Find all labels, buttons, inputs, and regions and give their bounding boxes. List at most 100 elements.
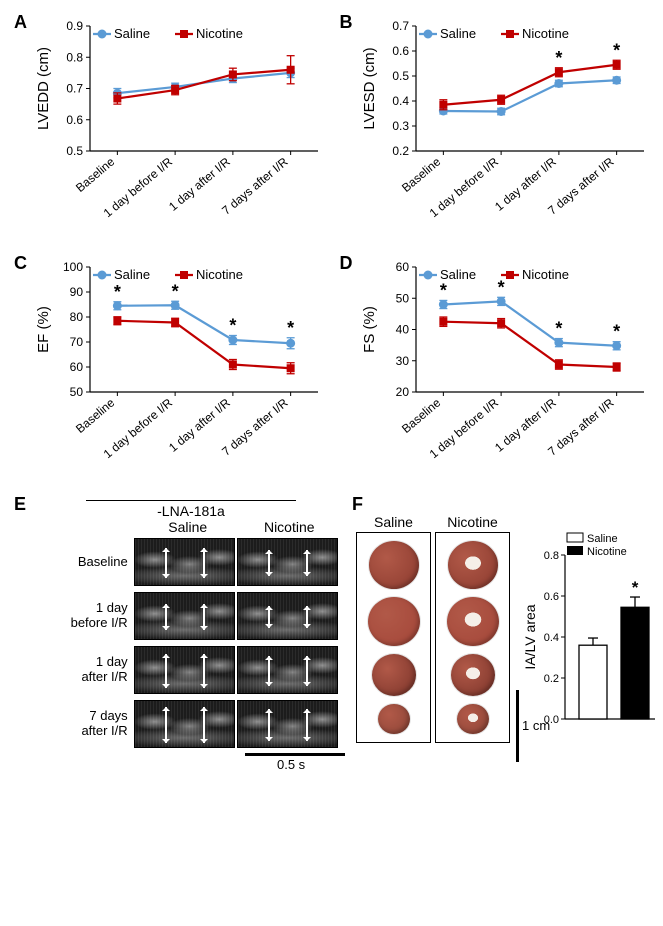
svg-text:0.7: 0.7: [392, 19, 409, 33]
svg-text:40: 40: [395, 323, 409, 337]
lna-header: -LNA-181a: [42, 500, 340, 519]
svg-text:0.5: 0.5: [392, 69, 409, 83]
arrow-icon: [203, 548, 205, 578]
svg-text:FS (%): FS (%): [361, 306, 378, 353]
svg-text:*: *: [287, 318, 294, 338]
panel-label-c: C: [14, 253, 27, 274]
svg-text:60: 60: [70, 360, 84, 374]
svg-text:Baseline: Baseline: [399, 395, 444, 436]
panel-label-f: F: [352, 494, 363, 515]
svg-text:0.2: 0.2: [392, 144, 409, 158]
echo-col-labels: Saline Nicotine: [137, 519, 340, 535]
svg-text:*: *: [613, 322, 620, 342]
panel-label-a: A: [14, 12, 27, 33]
chart-b: 0.20.30.40.50.60.7Baseline1 day before I…: [358, 16, 654, 241]
panel-b: B 0.20.30.40.50.60.7Baseline1 day before…: [336, 10, 654, 245]
arrow-icon: [268, 656, 270, 686]
svg-text:0.7: 0.7: [66, 82, 83, 96]
svg-text:0.3: 0.3: [392, 119, 409, 133]
svg-text:Nicotine: Nicotine: [587, 546, 627, 558]
svg-text:Baseline: Baseline: [399, 154, 444, 195]
echo-col-nicotine: Nicotine: [239, 519, 341, 535]
chart-c: 5060708090100Baseline1 day before I/R1 d…: [32, 257, 328, 482]
svg-text:*: *: [632, 578, 639, 597]
barchart-f: 0.00.20.40.60.8IA/LV areaSalineNicotine*: [523, 527, 661, 737]
arrow-icon: [165, 654, 167, 688]
echo-image: [237, 592, 338, 640]
svg-text:0.8: 0.8: [66, 50, 83, 64]
echo-row-label: 1 dayafter I/R: [42, 655, 134, 685]
chart-a: 0.50.60.70.80.9Baseline1 day before I/R1…: [32, 16, 328, 241]
panel-d: D 2030405060Baseline1 day before I/R1 da…: [336, 251, 654, 486]
echo-image: [237, 700, 338, 748]
arrow-icon: [165, 548, 167, 578]
tissue-slice: [447, 597, 499, 646]
echo-grid: Baseline 1 daybefore I/R 1 dayafter I/R 7 d…: [42, 535, 340, 751]
tissue-slice: [378, 704, 410, 734]
svg-text:*: *: [439, 280, 446, 300]
svg-text:Saline: Saline: [587, 533, 618, 545]
echo-row-label: 7 daysafter I/R: [42, 709, 134, 739]
echo-row-label: Baseline: [42, 555, 134, 570]
svg-text:LVEDD (cm): LVEDD (cm): [35, 47, 52, 130]
tissue-slice: [372, 654, 416, 696]
arrow-icon: [268, 709, 270, 741]
arrow-icon: [165, 604, 167, 630]
svg-text:EF (%): EF (%): [35, 306, 52, 353]
svg-text:0.4: 0.4: [544, 632, 559, 644]
svg-text:0.6: 0.6: [66, 113, 83, 127]
slice-col-nicotine: [435, 532, 510, 743]
panel-a: A 0.50.60.70.80.9Baseline1 day before I/…: [10, 10, 328, 245]
echo-row: 1 daybefore I/R: [42, 589, 340, 643]
svg-text:*: *: [114, 282, 121, 302]
svg-text:50: 50: [395, 291, 409, 305]
svg-text:Nicotine: Nicotine: [522, 26, 569, 41]
echo-image: [237, 646, 338, 694]
echo-image: [134, 700, 235, 748]
echo-image: [237, 538, 338, 586]
row-ef: E -LNA-181a Saline Nicotine Baseline1 da…: [10, 492, 653, 773]
svg-text:Baseline: Baseline: [73, 395, 118, 436]
slice-col-saline-label: Saline: [374, 514, 413, 530]
echo-image: [134, 592, 235, 640]
svg-text:0.0: 0.0: [544, 714, 559, 726]
svg-text:LVESD (cm): LVESD (cm): [361, 47, 378, 129]
slice-col-saline: [356, 532, 431, 743]
svg-text:90: 90: [70, 285, 84, 299]
svg-text:Nicotine: Nicotine: [196, 26, 243, 41]
svg-text:0.4: 0.4: [392, 94, 409, 108]
svg-text:0.5: 0.5: [66, 144, 83, 158]
svg-text:*: *: [555, 48, 562, 68]
svg-text:0.6: 0.6: [392, 44, 409, 58]
svg-text:20: 20: [395, 385, 409, 399]
tissue-slice: [457, 704, 489, 734]
svg-text:70: 70: [70, 335, 84, 349]
arrow-icon: [203, 654, 205, 688]
arrow-icon: [203, 707, 205, 743]
row-ab: A 0.50.60.70.80.9Baseline1 day before I/…: [10, 10, 653, 245]
svg-text:0.9: 0.9: [66, 19, 83, 33]
svg-text:0.6: 0.6: [544, 591, 559, 603]
arrow-icon: [306, 656, 308, 686]
svg-text:Saline: Saline: [440, 26, 476, 41]
panel-e: E -LNA-181a Saline Nicotine Baseline1 da…: [10, 492, 340, 773]
slice-col-nicotine-label: Nicotine: [447, 514, 498, 530]
echo-row-label: 1 daybefore I/R: [42, 601, 134, 631]
time-scalebar-label: 0.5 s: [277, 757, 305, 772]
panel-e-content: -LNA-181a Saline Nicotine Baseline 1 dayb…: [42, 500, 340, 773]
arrow-icon: [268, 550, 270, 576]
svg-text:Nicotine: Nicotine: [522, 267, 569, 282]
svg-text:*: *: [172, 281, 179, 301]
arrow-icon: [306, 550, 308, 576]
svg-text:*: *: [555, 319, 562, 339]
svg-text:0.2: 0.2: [544, 673, 559, 685]
echo-image: [134, 538, 235, 586]
row-cd: C 5060708090100Baseline1 day before I/R1…: [10, 251, 653, 486]
svg-text:Saline: Saline: [114, 26, 150, 41]
time-scalebar: [245, 753, 345, 756]
echo-row: 1 dayafter I/R: [42, 643, 340, 697]
tissue-slice: [368, 597, 420, 646]
tissue-slice: [369, 541, 419, 589]
svg-text:60: 60: [395, 260, 409, 274]
arrow-icon: [306, 606, 308, 628]
